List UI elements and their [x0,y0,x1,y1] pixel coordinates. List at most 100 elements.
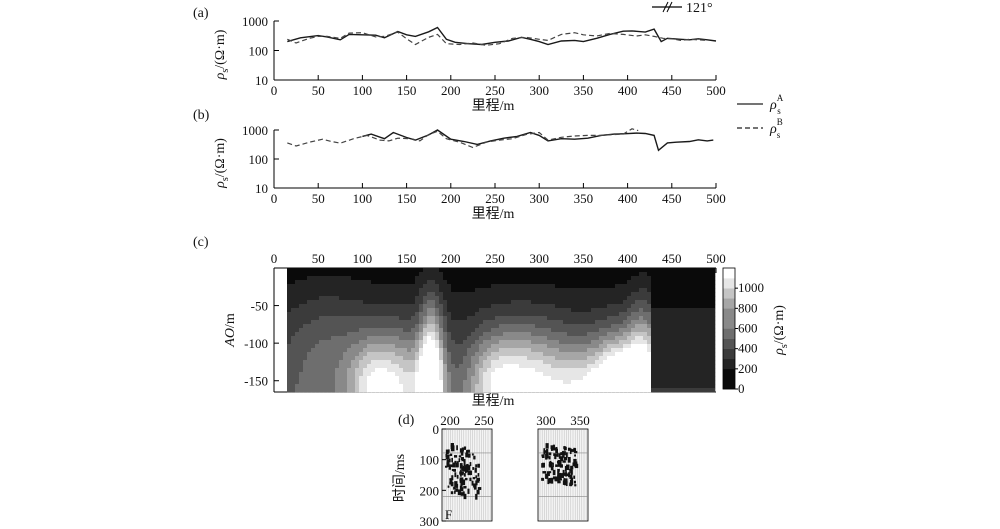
contour-cell [447,304,452,309]
contour-cell [471,268,476,273]
contour-cell [615,336,620,341]
contour-cell [395,316,400,321]
contour-cell [351,344,356,349]
contour-cell [327,324,332,329]
contour-cell [595,340,600,345]
contour-cell [307,360,312,365]
contour-cell [599,368,604,373]
contour-cell [547,352,552,357]
contour-cell [311,312,316,317]
contour-cell [435,360,440,365]
contour-cell [599,304,604,309]
contour-cell [435,284,440,289]
contour-cell [351,308,356,313]
contour-cell [355,368,360,373]
contour-cell [323,340,328,345]
contour-cell [667,272,672,277]
seismic-event [459,463,463,469]
contour-cell [507,312,512,317]
contour-cell [427,308,432,313]
contour-cell [299,356,304,361]
contour-cell [467,292,472,297]
seismic-event [557,471,560,478]
contour-cell [571,344,576,349]
contour-cell [439,316,444,321]
seismic-event [558,453,561,459]
contour-cell [511,368,516,373]
contour-cell [683,332,688,337]
contour-cell [579,376,584,381]
contour-cell [323,276,328,281]
contour-cell [307,308,312,313]
contour-cell [639,352,644,357]
contour-cell [363,300,368,305]
contour-cell [647,292,652,297]
contour-cell [491,376,496,381]
contour-cell [699,280,704,285]
contour-cell [311,280,316,285]
contour-cell [599,356,604,361]
contour-cell [391,336,396,341]
contour-cell [355,268,360,273]
contour-cell [367,292,372,297]
seismic-event [463,458,466,462]
contour-cell [331,340,336,345]
contour-cell [395,364,400,369]
contour-cell [615,280,620,285]
contour-cell [479,372,484,377]
contour-cell [327,276,332,281]
contour-cell [695,312,700,317]
contour-cell [559,356,564,361]
contour-cell [707,348,712,353]
contour-cell [663,364,668,369]
contour-cell [555,320,560,325]
contour-cell [415,356,420,361]
contour-cell [599,300,604,305]
contour-cell [395,300,400,305]
contour-cell [415,384,420,389]
contour-cell [427,380,432,385]
seismic-event [550,466,554,471]
contour-cell [659,336,664,341]
contour-cell [559,372,564,377]
contour-cell [627,352,632,357]
contour-cell [291,276,296,281]
contour-cell [411,272,416,277]
contour-cell [411,276,416,281]
contour-cell [523,356,528,361]
contour-cell [307,352,312,357]
contour-cell [439,336,444,341]
contour-cell [607,308,612,313]
contour-cell [459,296,464,301]
x-tick-label: 0 [271,191,278,206]
contour-cell [503,320,508,325]
contour-cell [455,292,460,297]
contour-cell [495,292,500,297]
contour-cell [443,344,448,349]
contour-cell [539,332,544,337]
contour-cell [415,308,420,313]
contour-cell [523,352,528,357]
contour-cell [331,328,336,333]
contour-cell [699,344,704,349]
contour-cell [691,268,696,273]
contour-cell [499,336,504,341]
contour-cell [623,356,628,361]
contour-cell [463,344,468,349]
contour-cell [675,284,680,289]
contour-cell [635,312,640,317]
contour-cell [499,276,504,281]
contour-cell [599,284,604,289]
contour-cell [511,280,516,285]
contour-cell [363,372,368,377]
contour-cell [683,276,688,281]
contour-cell [415,268,420,273]
contour-cell [371,324,376,329]
contour-cell [291,352,296,357]
contour-cell [451,372,456,377]
contour-cell [379,276,384,281]
contour-cell [675,372,680,377]
contour-cell [587,296,592,301]
contour-cell [683,364,688,369]
contour-cell [599,272,604,277]
